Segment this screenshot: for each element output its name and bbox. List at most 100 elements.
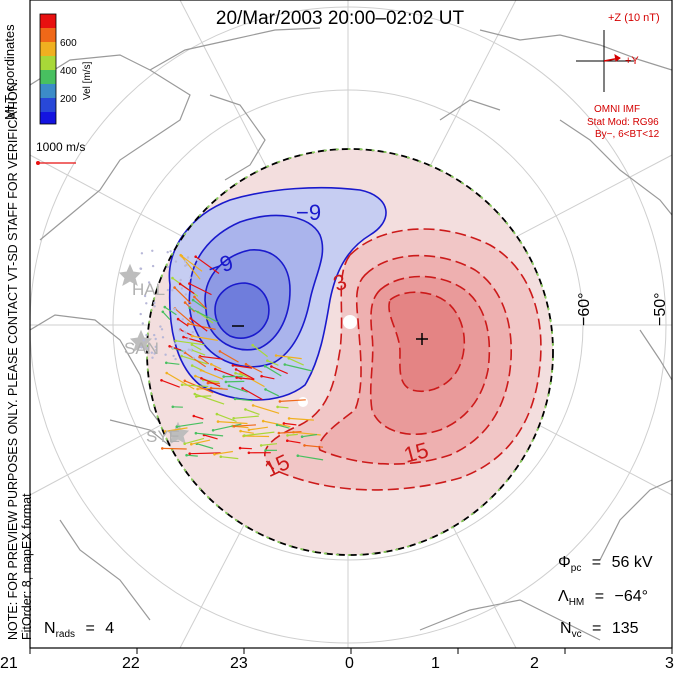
velocity-vector [180,254,201,280]
velocity-vector-origin [209,386,213,390]
scale-vector [36,161,76,165]
velocity-vector [244,431,275,437]
velocity-vector [169,345,182,351]
mlt-tick-1: 1 [431,655,440,672]
velocity-vector [242,387,263,401]
velocity-vector [193,415,204,420]
mlt-tick-23: 23 [230,655,248,672]
velocity-vector [191,344,202,351]
lambda-hm-value: −64° [614,588,649,605]
data-point [140,346,143,349]
velocity-vector [184,437,205,445]
radar-marker-hal [118,263,142,287]
data-point [195,276,198,279]
velocity-vector-origin [277,431,281,435]
data-point [186,256,190,259]
velocity-vector [191,349,206,356]
velocity-vector [240,447,252,450]
velocity-vector-origin [251,404,255,407]
phi-pc-stat: Φpc = 56 kV [558,554,653,575]
colorbar-segment-3 [40,56,56,70]
potential-maximum-marker [416,333,428,345]
data-point [191,330,194,334]
velocity-vector [196,443,214,450]
velocity-vector [261,443,278,446]
velocity-vector [278,431,302,434]
data-point [155,348,158,352]
data-point [184,260,187,263]
velocity-vector-origin [213,453,216,456]
velocity-vector-origin [283,363,287,366]
velocity-vector-origin [247,451,251,455]
velocity-vector [284,363,313,372]
data-point [173,307,177,311]
velocity-vector [199,355,223,360]
velocity-vector [164,306,177,316]
velocity-vector [264,365,282,377]
preview-note: NOTE: FOR PREVIEW PURPOSES ONLY. PLEASE … [6,79,34,640]
velocity-vector-origin [218,350,222,353]
imf-model: Stat Mod: RG96 [587,117,659,128]
velocity-vector [189,452,221,455]
velocity-vector [219,350,239,363]
velocity-vector [252,344,268,358]
velocity-vector-origin [303,444,306,447]
velocity-vector [191,439,211,445]
data-point [169,250,172,253]
velocity-vector-origin [231,364,235,367]
data-point [193,307,196,311]
velocity-vector-origin [180,383,184,387]
velocity-vector-origin [274,354,278,357]
colorbar-segment-0 [40,14,56,28]
data-point [183,350,186,353]
velocity-vector [200,369,224,380]
velocity-vector-origin [244,362,248,366]
velocity-vector [277,406,289,409]
radar-label-san: SAN [124,339,159,358]
velocity-vector-origin [232,425,236,428]
velocity-vector-origin [194,374,197,378]
velocity-vector-origin [165,371,168,375]
data-point [147,281,151,284]
colorbar-segment-6 [40,98,56,112]
n-rads-stat: Nrads = 4 [44,620,115,641]
n-vc-stat: Nvc = 135 [560,620,639,641]
velocity-vector-origin [182,335,185,339]
preview-note-line2: FitOrder: 8, mapEX format [20,493,34,640]
velocity-vector-origin [190,442,193,446]
data-point [151,264,155,268]
colorbar-label: Vel [m/s] [82,61,93,100]
velocity-vector-origin [199,369,203,372]
velocity-vector-origin [194,255,197,258]
data-point [146,347,150,350]
data-point [172,354,175,358]
velocity-vector [279,399,306,402]
data-point [145,302,148,305]
velocity-vector-origin [287,417,291,420]
velocity-vector [228,385,248,393]
velocity-vector [174,287,192,305]
velocity-vector-origin [266,359,269,363]
velocity-vector [234,424,256,427]
velocity-vector [235,372,248,378]
velocity-vector [225,380,245,383]
velocity-vector [195,256,220,274]
data-point [183,330,186,333]
velocity-vector-origin [243,434,246,437]
data-point [179,278,182,282]
velocity-vector-origin [239,429,242,433]
velocity-vector-origin [189,317,192,320]
velocity-vector-origin [259,444,263,447]
velocity-vector [184,380,214,394]
data-point [164,353,167,356]
radar-sites [118,263,190,445]
velocity-vector-origin [216,420,220,423]
data-point [189,276,192,279]
velocity-vector [166,362,180,365]
velocity-vector-origin [264,388,267,391]
velocity-vector-origin [235,376,238,379]
velocity-vector-origin [287,357,291,360]
data-point [173,342,177,345]
latitude-label-50: −50° [652,292,669,326]
